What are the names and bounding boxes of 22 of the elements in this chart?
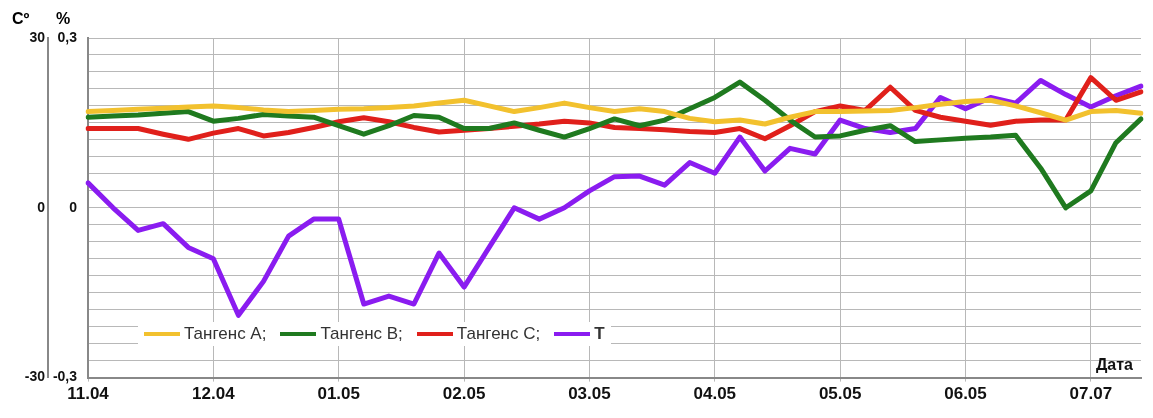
x-tick-label: 02.05 (442, 384, 486, 404)
x-tick-label: 04.05 (693, 384, 737, 404)
x-tick-label: 07.07 (1069, 384, 1113, 404)
legend-label: Тангенс А; (184, 324, 267, 344)
legend-label: T (594, 324, 605, 344)
x-tick-label: 05.05 (818, 384, 862, 404)
legend-label: Тангенс С; (456, 324, 541, 344)
x-tick-label: 12.04 (192, 384, 236, 404)
x-tick-label: 06.05 (944, 384, 987, 404)
legend-label: Тангенс В; (320, 324, 403, 344)
y-tick-label: 0 (37, 198, 46, 215)
y2-axis-title: % (56, 10, 71, 28)
y-axis-title: Cº (12, 10, 30, 28)
y2-tick-label: -0,3 (52, 368, 78, 385)
x-axis-title: Дата (1095, 356, 1134, 374)
x-tick-label: 11.04 (67, 384, 110, 404)
y2-tick-label: 0,3 (57, 28, 78, 45)
y2-tick-label: 0 (69, 198, 78, 215)
x-tick-label: 01.05 (317, 384, 360, 404)
x-tick-label: 03.05 (568, 384, 611, 404)
y-tick-label: 30 (29, 28, 46, 45)
y-tick-label: -30 (24, 368, 46, 385)
